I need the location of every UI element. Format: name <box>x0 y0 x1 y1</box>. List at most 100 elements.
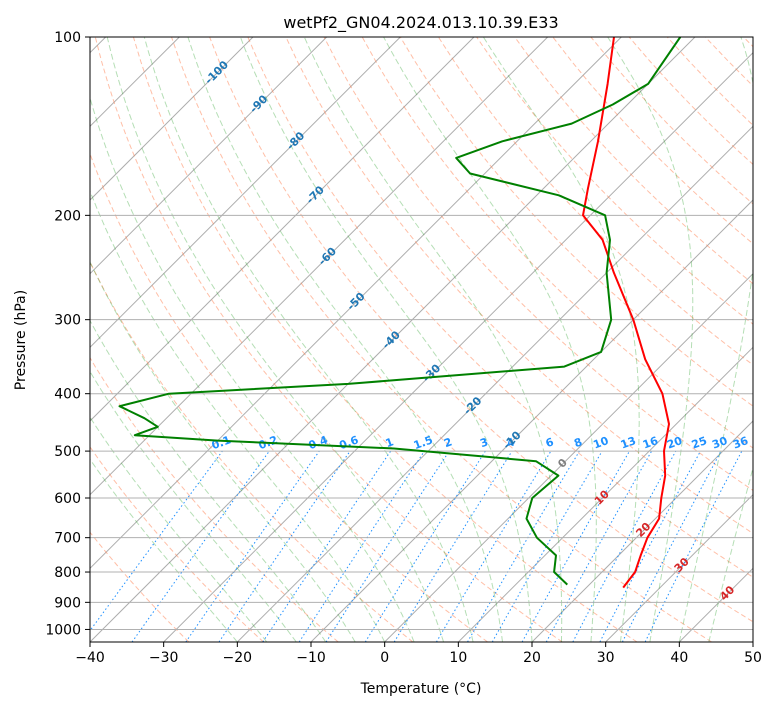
mixing-ratio-label: 2 <box>442 435 454 450</box>
y-tick-label: 600 <box>54 491 81 507</box>
mixing-ratio-label: 36 <box>731 434 750 452</box>
x-tick-label: 10 <box>449 650 467 666</box>
dry-adiabat-line <box>247 37 753 578</box>
isotherm-line <box>90 37 401 349</box>
mixing-ratio-labels: 0.1 0.2 0.4 0.6 1 1.5 2 3 4 6 8 10 13 16 20 25 30 36 <box>210 433 751 452</box>
dry-adiabat-line <box>361 37 753 449</box>
moist-adiabat-line <box>303 37 563 642</box>
y-tick-label: 500 <box>54 444 81 460</box>
isotherm-label: -20 <box>461 394 484 417</box>
x-tick-label: −20 <box>223 650 253 666</box>
moist-adiabat-line <box>90 416 268 642</box>
isotherm-line <box>163 51 753 642</box>
dry-adiabat-line <box>743 37 753 48</box>
mixing-ratio-label: 1.5 <box>412 433 435 452</box>
mixing-ratio-line <box>572 450 677 642</box>
y-axis-label: Pressure (hPa) <box>13 290 29 390</box>
mixing-ratio-label: 0.6 <box>338 433 361 452</box>
mixing-ratio-line <box>545 450 653 642</box>
mixing-ratio-line <box>467 450 580 642</box>
moist-adiabat-line <box>90 96 415 642</box>
dry-adiabat-line <box>590 37 753 205</box>
isotherm-line <box>90 37 254 201</box>
mixing-ratio-label: 0.4 <box>307 433 330 452</box>
x-tick-label: 50 <box>744 650 762 666</box>
moist-adiabat-line <box>143 37 474 642</box>
mixing-ratio-label: 6 <box>544 435 556 450</box>
x-axis-ticks: −40 −30 −20 −10 0 10 20 30 40 50 <box>75 642 762 666</box>
moist-adiabat-line <box>383 37 597 642</box>
isotherm-line <box>457 346 753 642</box>
dry-adiabat-line <box>666 37 753 126</box>
mixing-ratio-label: 1 <box>384 435 396 450</box>
mixing-ratio-label: 16 <box>641 434 660 452</box>
y-tick-label: 400 <box>54 387 81 403</box>
mixing-ratio-label: 13 <box>619 434 638 451</box>
dry-adiabat-line <box>399 37 753 407</box>
isotherm-line <box>531 420 753 642</box>
dry-adiabat-line <box>132 37 638 642</box>
mixing-ratio-line <box>218 450 351 642</box>
plot-frame <box>89 36 754 643</box>
dry-adiabat-line <box>90 356 339 642</box>
isotherm-label: 40 <box>717 583 737 603</box>
dry-adiabat-line <box>437 37 753 366</box>
dry-adiabat-line <box>285 37 753 535</box>
dry-adiabat-line <box>171 37 712 642</box>
y-tick-label: 900 <box>54 595 81 611</box>
y-tick-label: 300 <box>54 313 81 329</box>
background-lines <box>90 37 753 642</box>
y-tick-label: 1000 <box>45 622 81 638</box>
y-tick-label: 700 <box>54 531 81 547</box>
dry-adiabat-line <box>90 531 190 642</box>
moist-adiabat-line <box>187 37 503 642</box>
mixing-ratio-label: 3 <box>478 435 490 450</box>
x-tick-label: 20 <box>523 650 541 666</box>
mixing-ratio-label: 30 <box>710 434 729 452</box>
mixing-ratio-line <box>185 450 320 642</box>
moist-adiabat-line <box>482 37 640 642</box>
isotherm-line <box>310 199 753 642</box>
moist-adiabat-line <box>106 37 445 642</box>
isotherm-line <box>90 37 475 422</box>
dry-adiabat-line <box>90 260 414 642</box>
moist-adiabat-line <box>90 260 356 642</box>
dry-adiabat-line <box>90 152 488 642</box>
mixing-ratio-line <box>393 450 513 642</box>
isotherm-line <box>90 37 696 642</box>
mixing-ratio-line <box>521 450 630 642</box>
isotherm-line <box>90 37 622 570</box>
isotherm-label: -50 <box>344 290 367 313</box>
dry-adiabat-line <box>323 37 753 491</box>
profile-lines <box>118 37 682 589</box>
isotherm-line <box>752 641 753 642</box>
isotherm-line <box>90 37 549 496</box>
dry-adiabat-line <box>552 37 753 245</box>
moist-adiabat-line <box>90 370 297 642</box>
mixing-ratio-line <box>644 450 743 642</box>
mixing-ratio-label: 25 <box>690 434 709 451</box>
chart-title: wetPf2_GN04.2024.013.10.39.E33 <box>283 13 558 33</box>
temperature-profile <box>582 37 670 589</box>
dry-adiabat-line <box>514 37 753 285</box>
isotherm-line <box>236 125 753 642</box>
y-axis-ticks: 100 200 300 400 500 600 700 800 900 1000 <box>45 30 90 638</box>
x-tick-label: 40 <box>670 650 688 666</box>
mixing-ratio-line <box>298 450 425 642</box>
dry-adiabat-line <box>704 37 753 87</box>
moist-adiabat-line <box>90 189 386 642</box>
y-tick-label: 800 <box>54 565 81 581</box>
dry-adiabat-line <box>94 37 563 642</box>
isotherm-line <box>90 37 328 275</box>
isotherm-line <box>384 272 753 642</box>
x-tick-label: 30 <box>597 650 615 666</box>
dewpoint-profile <box>118 37 682 586</box>
pressure-gridlines <box>90 37 753 630</box>
mixing-ratio-line <box>131 450 270 642</box>
dry-adiabat-line <box>90 446 264 642</box>
x-tick-label: −30 <box>149 650 179 666</box>
mixing-ratio-line <box>90 450 223 632</box>
mixing-ratio-line <box>262 450 392 642</box>
moist-adiabat-line <box>239 37 533 642</box>
